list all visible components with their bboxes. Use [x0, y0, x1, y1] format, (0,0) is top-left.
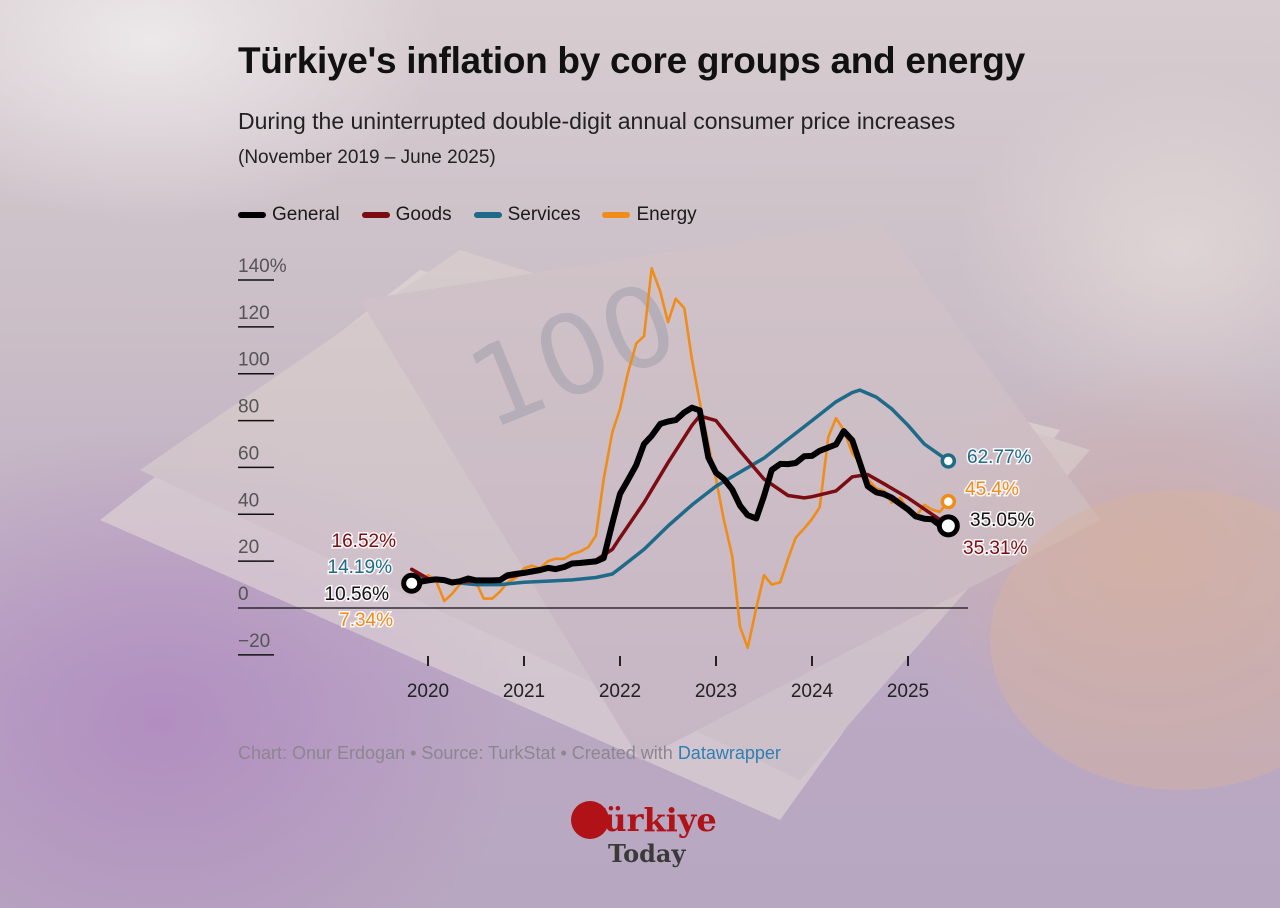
value-label-services: 62.77% [967, 447, 1032, 468]
value-label-services: 14.19% [328, 557, 393, 578]
value-label-goods: 35.31% [963, 538, 1028, 559]
legend-swatch-energy [602, 212, 631, 218]
x-tick-label: 2025 [887, 681, 929, 702]
x-tick-label: 2021 [503, 681, 545, 702]
end-marker-services [940, 453, 957, 469]
y-tick-label: 80 [238, 397, 259, 418]
y-tick-label: 20 [238, 537, 259, 558]
legend-item-general: General [238, 204, 340, 226]
legend-item-energy: Energy [602, 204, 697, 226]
value-label-general: 35.05% [970, 510, 1035, 531]
logo-line-2: Today [608, 839, 686, 868]
legend-label-general: General [272, 204, 340, 225]
value-label-energy: 45.4% [965, 479, 1019, 500]
start-marker-general [401, 572, 423, 594]
chart-date-range: (November 2019 – June 2025) [238, 147, 496, 168]
y-tick-label: 100 [238, 350, 270, 371]
chart-subtitle: During the uninterrupted double-digit an… [238, 108, 956, 134]
value-label-energy: 7.34% [339, 610, 393, 631]
end-marker-general [936, 514, 960, 538]
x-tick-label: 2023 [695, 681, 737, 702]
x-tick-label: 2024 [791, 681, 834, 702]
chart-title: Türkiye's inflation by core groups and e… [238, 40, 1025, 81]
x-tick-label: 2020 [407, 681, 449, 702]
legend-label-goods: Goods [395, 204, 452, 225]
legend-swatch-goods [361, 212, 390, 218]
legend-item-services: Services [473, 204, 581, 226]
legend: General Goods Services Energy [238, 204, 697, 226]
y-tick-label: 120 [238, 303, 270, 324]
legend-swatch-general [238, 212, 266, 218]
series-line-services [409, 388, 951, 587]
datawrapper-link[interactable]: Datawrapper [677, 743, 781, 763]
legend-label-energy: Energy [636, 204, 697, 225]
turkiye-today-logo: Türkiye Today [571, 801, 717, 868]
y-tick-label: −20 [238, 631, 270, 652]
x-tick-label: 2022 [599, 681, 641, 702]
chart-credits: Chart: Onur Erdogan • Source: TurkStat •… [238, 743, 781, 764]
y-tick-label: 0 [238, 584, 249, 605]
value-label-goods: 16.52% [332, 531, 397, 552]
legend-item-goods: Goods [361, 204, 452, 226]
logo-line-1: Türkiye [582, 801, 717, 839]
y-tick-label: 60 [238, 443, 259, 464]
series-line-energy [410, 266, 950, 650]
legend-swatch-services [473, 212, 502, 218]
value-label-general: 10.56% [325, 584, 390, 605]
y-tick-label: 40 [238, 490, 259, 511]
y-tick-label: 140% [238, 256, 287, 277]
legend-label-services: Services [507, 204, 581, 225]
end-marker-energy [940, 493, 957, 510]
series-line-goods [409, 414, 951, 584]
credits-text: Chart: Onur Erdogan • Source: TurkStat •… [238, 743, 678, 763]
series-line-general [408, 404, 952, 587]
